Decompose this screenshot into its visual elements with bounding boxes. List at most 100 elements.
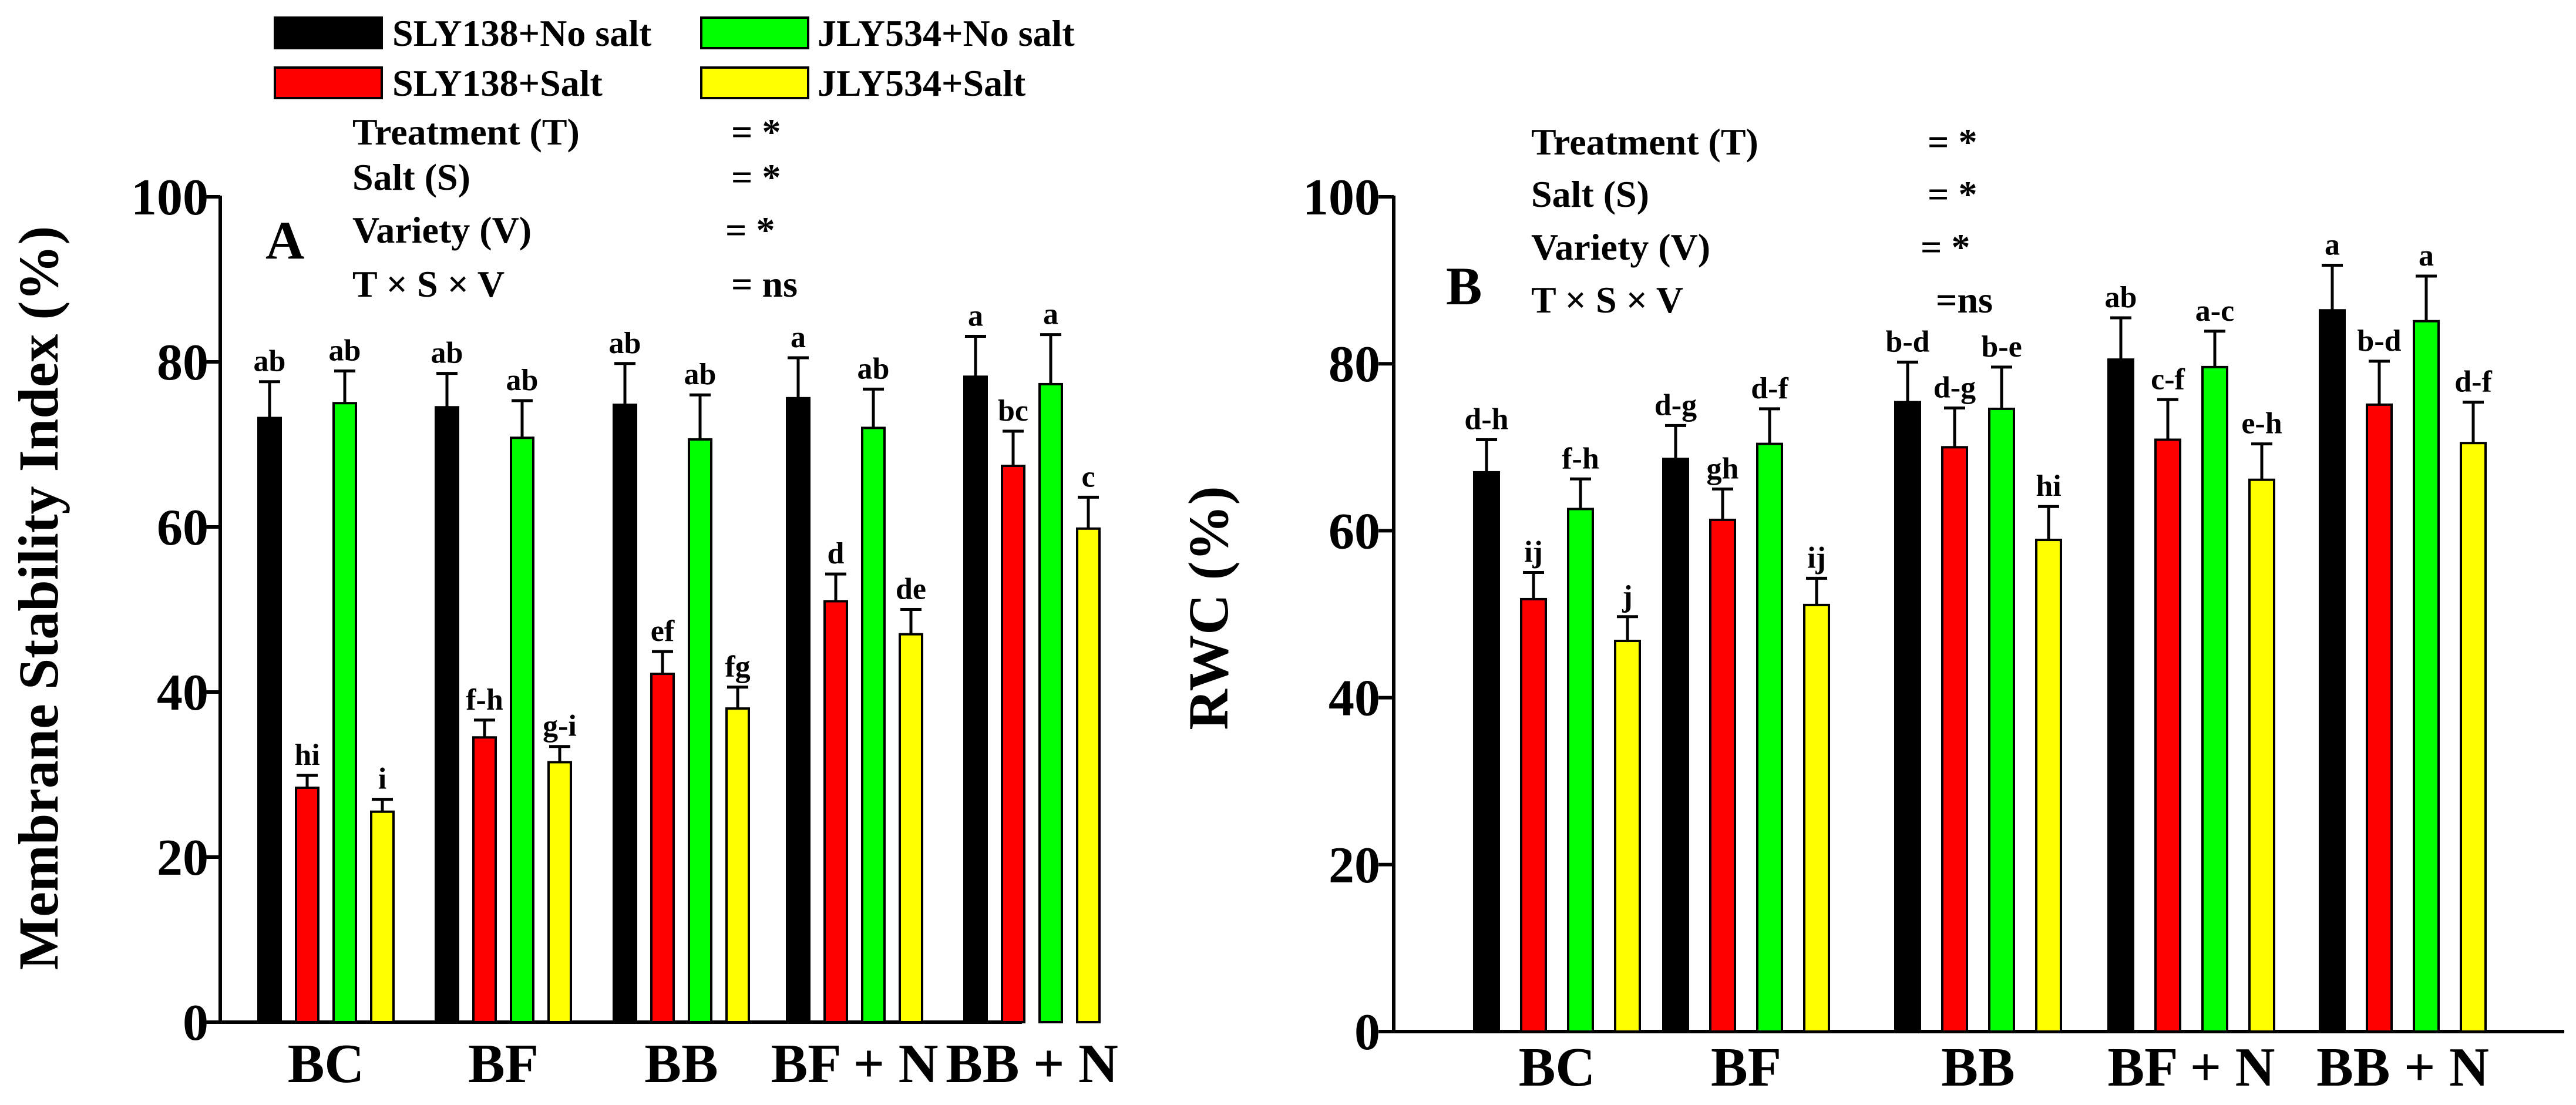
panel-a-bar-jly534-no-salt-bf: [510, 436, 534, 1023]
panel-a-sig-label-sly138-no-salt-bf-n: a: [791, 321, 806, 354]
panel-b-bar-jly534-salt-bf-n: [2248, 478, 2275, 1033]
panel-a-stat-term-salt: Salt (S): [352, 156, 470, 198]
panel-b-y-tick-label-20: 20: [1329, 837, 1380, 894]
panel-b-sig-label-sly138-no-salt-bb-n: a: [2325, 229, 2340, 262]
panel-b-bar-sly138-salt-bb: [1941, 446, 1968, 1033]
panel-b-stat-term-treatment: Treatment (T): [1531, 121, 1758, 163]
panel-a-bar-sly138-no-salt-bf: [435, 406, 459, 1023]
panel-a-sig-label-sly138-salt-bc: hi: [294, 738, 320, 772]
panel-a-sig-label-jly534-salt-bb: fg: [725, 650, 750, 684]
panel-b-bar-jly534-salt-bb: [2035, 539, 2062, 1033]
panel-a-sig-label-sly138-no-salt-bc: ab: [254, 345, 286, 378]
panel-a-sig-label-sly138-no-salt-bf: ab: [431, 337, 463, 370]
panel-a: Membrane Stability Index (%) A Treatment…: [7, 111, 1118, 1094]
panel-b-bar-sly138-salt-bc: [1520, 597, 1547, 1033]
panel-a-sig-label-jly534-no-salt-bf: ab: [506, 364, 539, 397]
legend-label-jly534-no-salt: JLY534+No salt: [818, 12, 1075, 54]
panel-b-sig-label-sly138-salt-bf: gh: [1707, 452, 1739, 485]
panel-b-bar-sly138-no-salt-bf: [1662, 458, 1689, 1033]
panel-b-bar-sly138-no-salt-bb: [1894, 401, 1921, 1033]
panel-a-y-tick-label-60: 60: [157, 499, 208, 556]
legend-label-sly138-salt: SLY138+Salt: [392, 62, 603, 104]
panel-a-bar-jly534-no-salt-bb: [688, 438, 712, 1023]
panel-b-sig-label-sly138-no-salt-bc: d-h: [1464, 403, 1508, 436]
panel-b-plot: 020406080100d-hijf-hjBCd-gghd-fijBFb-dd-…: [1303, 169, 2564, 1098]
panel-b-sig-label-sly138-no-salt-bf: d-g: [1654, 388, 1697, 422]
panel-a-bar-sly138-salt-bb: [650, 673, 675, 1023]
panel-a-category-label-bc: BC: [288, 1033, 365, 1094]
panel-b-y-tick-label-0: 0: [1354, 1004, 1380, 1061]
panel-b-stat-value-salt: = *: [1928, 173, 1977, 215]
panel-b-sig-label-sly138-salt-bc: ij: [1524, 535, 1543, 569]
panel-b-stat-value-variety: = *: [1921, 226, 1970, 268]
panel-a-sig-label-sly138-salt-bb-n: bc: [998, 394, 1028, 428]
legend-item-jly534-no-salt: JLY534+No salt: [700, 12, 1075, 54]
panel-a-sig-label-jly534-no-salt-bb-n: a: [1043, 298, 1058, 331]
panel-a-stat-term-variety: Variety (V): [352, 209, 532, 251]
legend: SLY138+No salt SLY138+Salt JLY534+No sal…: [274, 12, 1075, 104]
panel-b-stat-term-salt: Salt (S): [1531, 173, 1649, 215]
panel-b-sig-label-jly534-salt-bb: hi: [2036, 469, 2061, 503]
legend-swatch-sly138-no-salt: [274, 16, 383, 49]
panel-b-sig-label-sly138-no-salt-bb: b-d: [1885, 325, 1929, 358]
panel-a-sig-label-sly138-no-salt-bb: ab: [609, 327, 641, 360]
panel-b-bar-sly138-salt-bf-n: [2154, 438, 2181, 1033]
panel-b-sig-label-jly534-salt-bf: ij: [1807, 541, 1826, 575]
panel-a-sig-label-jly534-salt-bf-n: de: [896, 573, 926, 606]
panel-b-bar-jly534-no-salt-bc: [1567, 508, 1594, 1033]
panel-b-sig-label-jly534-no-salt-bb: b-e: [1981, 330, 2022, 364]
panel-b-sig-label-jly534-no-salt-bc: f-h: [1562, 442, 1599, 475]
panel-a-y-tick-label-20: 20: [157, 829, 208, 886]
panel-b-sig-label-sly138-salt-bb: d-g: [1933, 371, 1976, 405]
panel-b-stat-term-interaction: T × S × V: [1531, 279, 1683, 321]
panel-a-stat-term-treatment: Treatment (T): [352, 111, 580, 153]
panel-a-y-tick-label-0: 0: [183, 995, 208, 1052]
panel-b-category-label-bc: BC: [1519, 1037, 1596, 1098]
panel-a-bar-sly138-salt-bf-n: [823, 600, 848, 1023]
panel-a-bar-sly138-salt-bb-n: [1001, 465, 1025, 1023]
panel-b-bar-sly138-salt-bb-n: [2366, 403, 2393, 1033]
legend-swatch-jly534-salt: [700, 66, 809, 99]
panel-b-sig-label-jly534-no-salt-bf-n: a-c: [2195, 294, 2234, 328]
panel-a-sig-label-jly534-salt-bb-n: c: [1081, 460, 1095, 493]
panel-b-bar-jly534-no-salt-bf-n: [2201, 365, 2228, 1033]
panel-b-bar-jly534-no-salt-bb-n: [2413, 320, 2440, 1033]
panel-b-stat-term-variety: Variety (V): [1531, 226, 1710, 268]
panel-a-stat-value-treatment: = *: [731, 111, 781, 153]
panel-a-bar-jly534-salt-bb-n: [1076, 527, 1101, 1023]
panel-b-sig-label-jly534-no-salt-bf: d-f: [1751, 372, 1788, 405]
panel-a-sig-label-sly138-no-salt-bb-n: a: [968, 299, 983, 332]
panel-a-bar-jly534-salt-bc: [370, 810, 395, 1023]
panel-a-sig-label-jly534-no-salt-bb: ab: [684, 358, 717, 391]
panel-b-y-tick-label-80: 80: [1329, 336, 1380, 393]
panel-a-sig-label-jly534-no-salt-bc: ab: [329, 334, 361, 367]
panel-b-sig-label-sly138-salt-bf-n: c-f: [2151, 362, 2185, 396]
panel-a-stat-value-variety: = *: [725, 209, 775, 251]
panel-a-category-label-bb: BB: [644, 1033, 718, 1094]
panel-b-bar-sly138-salt-bf: [1709, 518, 1736, 1033]
panel-b-bar-sly138-no-salt-bb-n: [2319, 309, 2346, 1033]
panel-a-letter: A: [265, 210, 304, 270]
panel-a-stat-term-interaction: T × S × V: [352, 263, 505, 305]
legend-swatch-sly138-salt: [274, 66, 383, 99]
panel-b-y-axis-label: RWC (%): [1177, 486, 1240, 730]
panel-a-sig-label-jly534-salt-bc: i: [378, 763, 386, 796]
panel-a-y-axis-label: Membrane Stability Index (%): [7, 226, 70, 970]
panel-b-category-label-bf-n: BF + N: [2107, 1037, 2275, 1098]
panel-a-bar-sly138-no-salt-bb: [613, 404, 637, 1023]
panel-a-bar-jly534-salt-bf-n: [899, 633, 923, 1023]
panel-a-plot: 0 20 40 60 80 100 ab hi ab i BC ab f-h ab g-i BF ab ef ab f…: [131, 169, 1118, 1094]
panel-b-bar-jly534-salt-bc: [1614, 639, 1641, 1033]
panel-a-bar-sly138-no-salt-bb-n: [963, 375, 988, 1023]
panel-b-sig-label-sly138-no-salt-bf-n: ab: [2105, 281, 2137, 314]
panel-b-bar-sly138-no-salt-bc: [1473, 471, 1500, 1033]
panel-b-bar-jly534-salt-bb-n: [2460, 442, 2487, 1033]
panel-b-bar-sly138-no-salt-bf-n: [2107, 358, 2134, 1033]
legend-item-sly138-no-salt: SLY138+No salt: [274, 12, 652, 54]
panel-a-bar-jly534-no-salt-bb-n: [1038, 382, 1063, 1023]
panel-a-bar-sly138-no-salt-bc: [257, 417, 282, 1023]
panel-a-bar-jly534-salt-bf: [547, 761, 572, 1024]
panel-b-sig-label-jly534-salt-bc: j: [1622, 580, 1632, 613]
panel-b-bar-jly534-no-salt-bf: [1756, 442, 1783, 1033]
panel-a-bar-sly138-salt-bc: [295, 786, 320, 1023]
